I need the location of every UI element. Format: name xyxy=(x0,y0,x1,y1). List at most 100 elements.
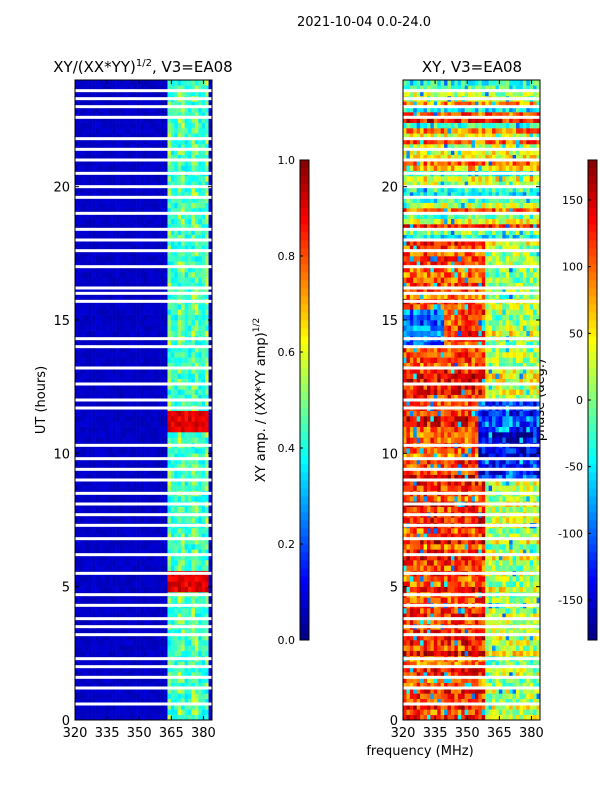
heatmap-cell xyxy=(194,176,199,182)
heatmap-cell xyxy=(157,581,161,587)
heatmap-cell xyxy=(191,554,196,561)
heatmap-cell xyxy=(191,277,196,283)
heatmap-cell xyxy=(119,458,124,465)
heatmap-cell xyxy=(92,426,96,433)
heatmap-cell xyxy=(92,176,96,182)
heatmap-cell xyxy=(109,650,113,657)
heatmap-cell xyxy=(116,554,120,561)
heatmap-cell xyxy=(81,554,86,561)
heatmap-cell xyxy=(129,576,134,582)
heatmap-cell xyxy=(126,410,131,417)
heatmap-cell xyxy=(75,261,79,267)
heatmap-cell xyxy=(109,458,113,465)
heatmap-cell xyxy=(181,480,185,486)
heatmap-cell xyxy=(105,138,110,145)
heatmap-cell xyxy=(533,714,537,721)
heatmap-cell xyxy=(88,256,93,262)
heatmap-cell xyxy=(194,437,199,443)
heatmap-cell xyxy=(454,704,459,710)
heatmap-cell xyxy=(75,682,79,689)
heatmap-cell xyxy=(109,645,113,651)
heatmap-cell xyxy=(201,704,206,710)
heatmap-cell xyxy=(146,613,151,619)
heatmap-cell xyxy=(98,277,103,283)
heatmap-cell xyxy=(208,464,213,470)
heatmap-cell xyxy=(95,693,100,699)
heatmap-cell xyxy=(92,704,96,710)
heatmap-cell xyxy=(98,261,103,267)
heatmap-cell xyxy=(153,672,158,678)
heatmap-cell xyxy=(170,181,175,187)
heatmap-cell xyxy=(177,698,182,705)
heatmap-cell xyxy=(198,160,203,166)
heatmap-cell xyxy=(81,138,86,145)
heatmap-cell xyxy=(75,272,79,278)
heatmap-cell xyxy=(153,645,158,651)
heatmap-cell xyxy=(75,186,79,193)
heatmap-cell xyxy=(181,160,185,166)
heatmap-cell xyxy=(170,672,175,678)
heatmap-cell xyxy=(98,341,103,347)
heatmap-cell xyxy=(160,202,165,209)
heatmap-cell xyxy=(122,698,127,705)
heatmap-cell xyxy=(129,554,134,561)
heatmap-cell xyxy=(184,394,189,401)
heatmap-cell xyxy=(160,325,165,331)
heatmap-cell xyxy=(109,261,113,267)
heatmap-cell xyxy=(102,202,107,209)
heatmap-cell xyxy=(116,362,120,369)
heatmap-cell xyxy=(208,90,213,97)
heatmap-cell xyxy=(184,117,189,123)
heatmap-cell xyxy=(181,272,185,278)
heatmap-cell xyxy=(105,640,110,646)
heatmap-cell xyxy=(205,224,209,230)
heatmap-cell xyxy=(75,293,79,299)
heatmap-cell xyxy=(92,650,96,657)
heatmap-cell xyxy=(136,389,141,395)
heatmap-cell xyxy=(129,464,134,470)
heatmap-cell xyxy=(426,709,431,715)
heatmap-cell xyxy=(119,202,124,209)
heatmap-cell xyxy=(105,480,110,486)
heatmap-cell xyxy=(150,288,155,294)
heatmap-cell xyxy=(170,581,175,587)
flagged-row xyxy=(75,265,212,269)
heatmap-cell xyxy=(160,288,165,294)
heatmap-cell xyxy=(126,245,131,251)
heatmap-cell xyxy=(122,357,127,363)
heatmap-cell xyxy=(160,533,165,539)
heatmap-cell xyxy=(88,474,93,481)
heatmap-cell xyxy=(88,368,93,374)
heatmap-cell xyxy=(95,645,100,651)
heatmap-cell xyxy=(201,576,206,582)
heatmap-cell xyxy=(105,565,110,571)
heatmap-cell xyxy=(198,304,203,310)
heatmap-cell xyxy=(201,672,206,678)
heatmap-cell xyxy=(98,117,103,123)
heatmap-cell xyxy=(167,106,172,113)
heatmap-cell xyxy=(150,272,155,278)
heatmap-cell xyxy=(122,677,127,683)
heatmap-cell xyxy=(88,165,93,171)
heatmap-cell xyxy=(133,362,137,369)
heatmap-cell xyxy=(153,106,158,113)
heatmap-cell xyxy=(143,106,148,113)
heatmap-cell xyxy=(105,618,110,625)
heatmap-cell xyxy=(201,544,206,550)
heatmap-cell xyxy=(105,325,110,331)
heatmap-cell xyxy=(136,133,141,139)
heatmap-cell xyxy=(81,528,86,534)
heatmap-cell xyxy=(129,90,134,97)
heatmap-cell xyxy=(184,506,189,513)
heatmap-cell xyxy=(92,154,96,161)
x-tick-label: 320 xyxy=(63,726,88,741)
heatmap-cell xyxy=(112,613,117,619)
heatmap-cell xyxy=(136,378,141,385)
heatmap-cell xyxy=(116,389,120,395)
heatmap-cell xyxy=(201,645,206,651)
heatmap-cell xyxy=(81,688,86,694)
heatmap-cell xyxy=(116,469,120,475)
heatmap-cell xyxy=(208,410,213,417)
heatmap-cell xyxy=(92,80,96,86)
heatmap-cell xyxy=(133,357,137,363)
